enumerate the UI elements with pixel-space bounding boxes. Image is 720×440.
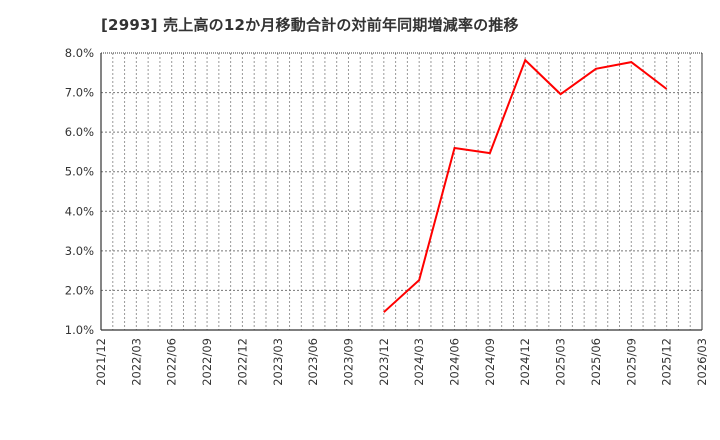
x-tick-label: 2024/03 [412,338,426,386]
y-tick-label: 4.0% [65,204,94,218]
y-tick-label: 8.0% [65,46,94,60]
x-tick-label: 2025/06 [589,338,603,386]
x-tick-label: 2021/12 [94,338,108,386]
y-tick-label: 5.0% [65,165,94,179]
y-tick-label: 2.0% [65,283,94,297]
x-tick-label: 2022/03 [129,338,143,386]
x-tick-label: 2022/12 [235,338,249,386]
x-tick-label: 2024/09 [483,338,497,386]
x-tick-label: 2022/09 [200,338,214,386]
x-tick-label: 2024/12 [518,338,532,386]
vertical-gridlines [112,53,691,330]
x-axis-tick-labels: 2021/12 2022/03 2022/06 2022/09 2022/12 2023/… [94,338,709,386]
y-tick-label: 7.0% [65,86,94,100]
x-tick-label: 2026/03 [695,338,709,386]
data-series [383,58,668,313]
chart-title: [2993] 売上高の12か月移動合計の対前年同期増減率の推移 [101,16,519,34]
x-tick-label: 2023/06 [306,338,320,386]
y-tick-label: 3.0% [65,244,94,258]
y-axis-tick-labels: 1.0% 2.0% 3.0% 4.0% 5.0% 6.0% 7.0% 8.0% [65,46,94,337]
y-tick-label: 1.0% [65,323,94,337]
series-line [383,58,668,313]
y-tick-label: 6.0% [65,125,94,139]
x-tick-label: 2023/09 [341,338,355,386]
x-tick-label: 2025/09 [624,338,638,386]
horizontal-gridlines [101,92,702,291]
x-tick-label: 2023/03 [271,338,285,386]
x-tick-label: 2024/06 [448,338,462,386]
x-tick-label: 2025/03 [554,338,568,386]
x-tick-label: 2022/06 [165,338,179,386]
axes [100,52,703,331]
x-tick-label: 2023/12 [377,338,391,386]
x-tick-label: 2025/12 [660,338,674,386]
